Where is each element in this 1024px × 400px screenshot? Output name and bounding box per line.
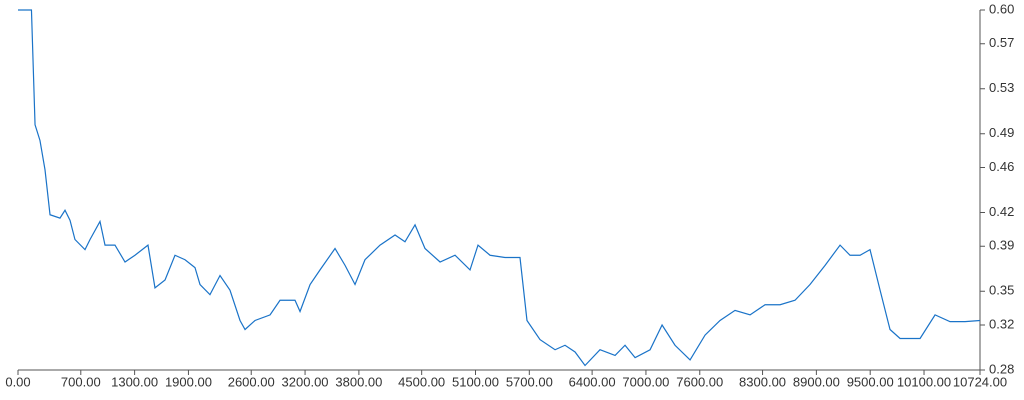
x-tick-label: 8900.00 (793, 374, 840, 389)
x-tick-label: 7000.00 (622, 374, 669, 389)
y-tick-label: 0.57 (989, 35, 1014, 50)
x-tick-label: 2600.00 (228, 374, 275, 389)
x-tick-label: 1900.00 (165, 374, 212, 389)
x-tick-label: 700.00 (61, 374, 101, 389)
x-tick-label: 9500.00 (847, 374, 894, 389)
x-tick-label: 10724.00 (953, 374, 1007, 389)
x-tick-label: 5100.00 (452, 374, 499, 389)
x-tick-label: 4500.00 (398, 374, 445, 389)
y-tick-label: 0.46 (989, 159, 1014, 174)
x-tick-label: 8300.00 (739, 374, 786, 389)
x-tick-label: 6400.00 (569, 374, 616, 389)
x-tick-label: 0.00 (5, 374, 30, 389)
y-tick-label: 0.28 (989, 361, 1014, 376)
y-tick-label: 0.35 (989, 283, 1014, 298)
x-tick-label: 1300.00 (111, 374, 158, 389)
y-tick-label: 0.39 (989, 238, 1014, 253)
x-tick-label: 3800.00 (335, 374, 382, 389)
y-tick-label: 0.49 (989, 125, 1014, 140)
y-tick-label: 0.53 (989, 80, 1014, 95)
x-tick-label: 5700.00 (506, 374, 553, 389)
x-tick-label: 7600.00 (676, 374, 723, 389)
y-tick-label: 0.32 (989, 316, 1014, 331)
data-line (18, 9, 981, 367)
x-tick-label: 3200.00 (282, 374, 329, 389)
x-tick-label: 10100.00 (897, 374, 951, 389)
y-tick-label: 0.60 (989, 1, 1014, 16)
y-tick-label: 0.42 (989, 204, 1014, 219)
